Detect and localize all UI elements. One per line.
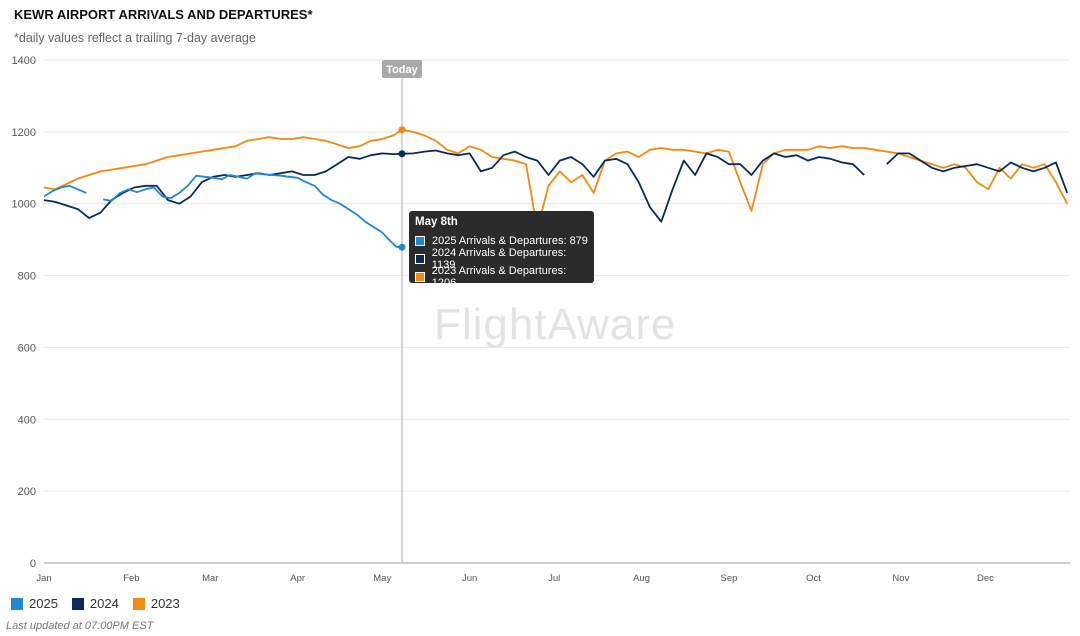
- tooltip-swatch-2024: [415, 254, 425, 264]
- last-updated: Last updated at 07:00PM EST: [6, 620, 154, 632]
- legend-item-2023[interactable]: 2023: [132, 596, 180, 611]
- x-tick-label: Jun: [462, 573, 477, 584]
- chart-subtitle: *daily values reflect a trailing 7-day a…: [14, 31, 256, 45]
- tooltip-swatch-2023: [415, 272, 425, 282]
- y-tick-label: 1200: [12, 127, 36, 139]
- tooltip-label-2023: 2023 Arrivals & Departures: 1206: [431, 265, 567, 289]
- y-tick-label: 1000: [12, 199, 36, 211]
- y-tick-label: 800: [18, 271, 36, 283]
- y-tick-label: 600: [18, 342, 36, 354]
- legend-label-2024: 2024: [89, 596, 119, 611]
- legend-item-2025[interactable]: 2025: [11, 596, 58, 611]
- x-tick-label: Jul: [548, 573, 560, 584]
- tooltip-date: May 8th: [415, 216, 458, 228]
- today-label: Today: [386, 64, 418, 76]
- legend-swatch-2024: [71, 597, 84, 610]
- chart-legend: 2025 2024 2023: [11, 596, 194, 611]
- tooltip-row-2025: 2025 Arrivals & Departures: 879: [415, 232, 588, 250]
- x-tick-label: May: [373, 573, 391, 584]
- x-tick-label: Sep: [720, 573, 737, 584]
- x-tick-label: Mar: [202, 573, 218, 584]
- y-tick-label: 200: [18, 486, 36, 498]
- tooltip-label-2025: 2025 Arrivals & Departures: 879: [432, 235, 588, 247]
- legend-label-2025: 2025: [29, 596, 58, 611]
- x-tick-label: Jan: [36, 573, 51, 584]
- tooltip-label-2024: 2024 Arrivals & Departures: 1139: [431, 247, 567, 271]
- series-line-2024: [43, 149, 1069, 223]
- tooltip-row-2023: 2023 Arrivals & Departures: 1206: [415, 265, 588, 289]
- y-tick-label: 0: [30, 558, 36, 570]
- x-tick-label: Nov: [892, 573, 909, 584]
- arrivals-departures-chart[interactable]: 0 200 400 600 800 1000 1200 1400 Jan Feb Mar Apr May…: [0, 0, 1080, 590]
- y-tick-label: 400: [18, 414, 36, 426]
- legend-swatch-2025: [11, 597, 23, 610]
- x-tick-label: Feb: [123, 573, 139, 584]
- chart-title: KEWR AIRPORT ARRIVALS AND DEPARTURES*: [14, 7, 313, 22]
- today-badge: [381, 60, 422, 78]
- y-tick-label: 1400: [12, 55, 36, 67]
- x-tick-label: Apr: [290, 573, 305, 584]
- series-line-2025: [43, 172, 403, 249]
- tooltip-marker-2024: [398, 150, 406, 158]
- x-tick-label: Oct: [806, 573, 821, 584]
- tooltip-swatch-2025: [415, 236, 425, 246]
- chart-tooltip: May 8th 2025 Arrivals & Departures: 879 …: [409, 211, 594, 289]
- legend-label-2023: 2023: [150, 596, 180, 611]
- series-line-2023: [43, 128, 1068, 230]
- legend-item-2024[interactable]: 2024: [71, 596, 119, 611]
- legend-swatch-2023: [132, 597, 145, 610]
- x-tick-label: Aug: [633, 573, 650, 584]
- x-tick-label: Dec: [977, 573, 994, 584]
- tooltip-marker-2025: [398, 243, 406, 251]
- flightaware-watermark: FlightAware: [434, 300, 677, 349]
- tooltip-marker-2023: [398, 126, 406, 134]
- tooltip-row-2024: 2024 Arrivals & Departures: 1139: [415, 247, 588, 271]
